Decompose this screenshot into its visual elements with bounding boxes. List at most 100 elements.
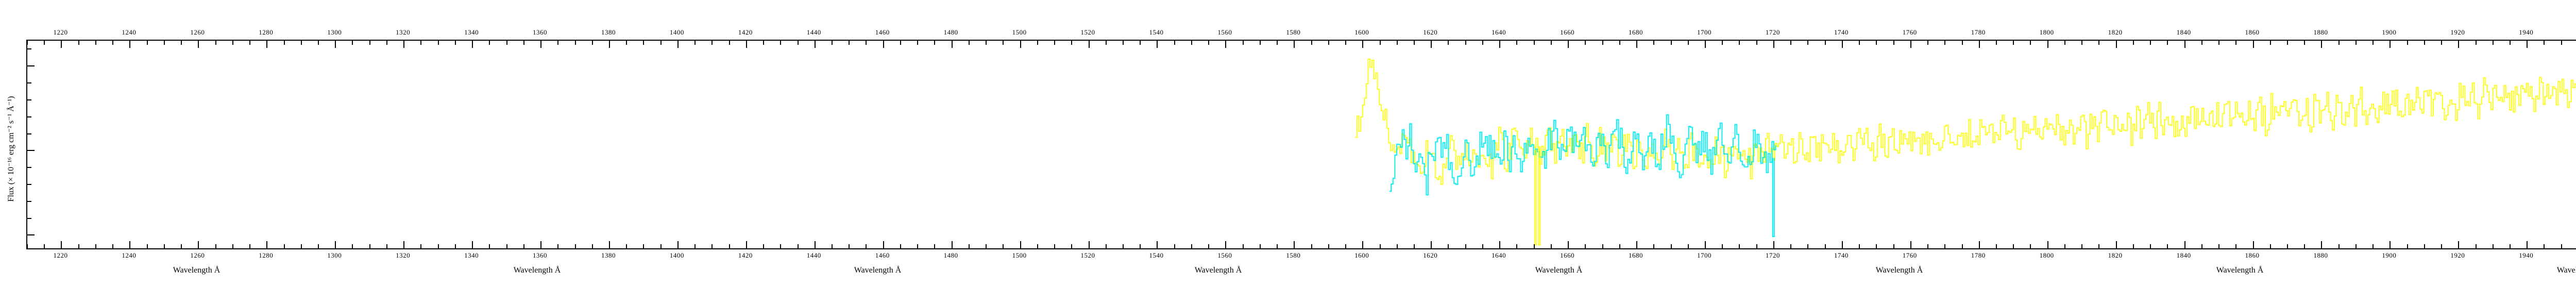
x-tick-bot-minor — [1893, 244, 1894, 248]
x-tick-top-minor — [2424, 41, 2425, 45]
x-tick-top-minor — [1619, 41, 1620, 45]
x-tick-top-minor — [866, 41, 867, 45]
x-tick-label-bot: 1480 — [943, 251, 958, 259]
x-tick-label-bot: 1460 — [875, 251, 890, 259]
x-tick-label-bot: 1720 — [1765, 251, 1780, 259]
x-tick-top-minor — [2167, 41, 2168, 45]
x-tick-top-minor — [2544, 41, 2545, 45]
x-tick-bot-minor — [44, 244, 45, 248]
x-tick-bot-major — [2389, 241, 2391, 248]
x-tick-label-bot: 1680 — [1629, 251, 1643, 259]
y-tick-left-major — [27, 234, 35, 236]
x-tick-top-minor — [1328, 41, 1329, 45]
x-tick-bot-major — [540, 241, 542, 248]
x-tick-top-minor — [1653, 41, 1655, 45]
x-tick-top-minor — [1739, 41, 1740, 45]
x-tick-bot-major — [677, 241, 679, 248]
x-tick-bot-major — [198, 241, 199, 248]
x-tick-bot-minor — [1807, 244, 1809, 248]
x-axis-title: Wavelength Å — [513, 266, 561, 275]
x-tick-top-minor — [283, 41, 285, 45]
x-tick-top-major — [1841, 41, 1843, 48]
y-tick-left-major — [27, 150, 35, 151]
x-tick-top-minor — [1944, 41, 1946, 45]
x-tick-bot-minor — [660, 244, 662, 248]
x-tick-bot-minor — [2561, 244, 2562, 248]
x-tick-top-minor — [1140, 41, 1141, 45]
x-tick-label-top: 1920 — [2450, 28, 2465, 36]
x-tick-top-minor — [300, 41, 302, 45]
x-tick-bot-minor — [2286, 244, 2288, 248]
x-tick-bot-minor — [78, 244, 79, 248]
x-tick-top-major — [1773, 41, 1774, 48]
x-tick-label-top: 1280 — [259, 28, 274, 36]
x-tick-bot-minor — [2235, 244, 2237, 248]
x-tick-top-major — [403, 41, 405, 48]
x-tick-bot-major — [61, 241, 62, 248]
y-tick-left-minor — [27, 167, 31, 168]
x-axis-title: Wavelength Å — [1875, 266, 1923, 275]
x-tick-top-minor — [146, 41, 148, 45]
x-tick-label-top: 1700 — [1697, 28, 1711, 36]
x-tick-bot-minor — [1105, 244, 1107, 248]
x-tick-bot-major — [1020, 241, 1021, 248]
x-tick-top-minor — [660, 41, 662, 45]
x-tick-bot-minor — [763, 244, 765, 248]
x-tick-top-minor — [728, 41, 730, 45]
x-tick-bot-minor — [1585, 244, 1586, 248]
x-tick-bot-minor — [2098, 244, 2100, 248]
x-tick-top-minor — [420, 41, 422, 45]
x-tick-label-top: 1400 — [669, 28, 684, 36]
x-tick-top-minor — [2304, 41, 2306, 45]
x-tick-top-major — [1636, 41, 1638, 48]
x-tick-bot-minor — [1277, 244, 1278, 248]
x-tick-top-major — [2115, 41, 2117, 48]
x-tick-top-minor — [2441, 41, 2443, 45]
x-axis-title: Wavelength Å — [173, 266, 221, 275]
x-tick-top-minor — [1807, 41, 1809, 45]
x-tick-top-minor — [2492, 41, 2494, 45]
x-tick-label-top: 1840 — [2176, 28, 2191, 36]
x-tick-bot-minor — [849, 244, 850, 248]
x-tick-top-major — [608, 41, 610, 48]
x-tick-top-major — [266, 41, 268, 48]
x-tick-top-minor — [163, 41, 165, 45]
x-tick-bot-minor — [2492, 244, 2494, 248]
x-tick-label-top: 1780 — [1971, 28, 1986, 36]
x-tick-bot-minor — [1448, 244, 1449, 248]
x-tick-top-minor — [591, 41, 593, 45]
x-tick-bot-major — [1362, 241, 1364, 248]
x-tick-top-minor — [369, 41, 370, 45]
x-tick-bot-minor — [2064, 244, 2065, 248]
x-tick-bot-minor — [1071, 244, 1073, 248]
x-tick-bot-minor — [300, 244, 302, 248]
x-tick-top-minor — [1311, 41, 1312, 45]
x-tick-bot-minor — [968, 244, 970, 248]
x-tick-label-bot: 1780 — [1971, 251, 1986, 259]
x-tick-top-minor — [386, 41, 387, 45]
x-tick-bot-minor — [1516, 244, 1518, 248]
x-tick-bot-minor — [1944, 244, 1946, 248]
x-tick-top-major — [1157, 41, 1158, 48]
x-tick-top-minor — [1003, 41, 1004, 45]
x-tick-bot-minor — [797, 244, 799, 248]
x-tick-top-minor — [44, 41, 45, 45]
x-tick-bot-major — [1704, 241, 1706, 248]
x-tick-top-minor — [2406, 41, 2408, 45]
x-tick-top-major — [540, 41, 542, 48]
x-tick-top-major — [2458, 41, 2460, 48]
x-tick-bot-minor — [780, 244, 782, 248]
x-tick-label-bot: 1320 — [396, 251, 411, 259]
x-tick-top-minor — [1379, 41, 1381, 45]
x-tick-bot-minor — [866, 244, 867, 248]
x-tick-bot-minor — [1687, 244, 1689, 248]
x-tick-bot-minor — [2167, 244, 2168, 248]
x-tick-label-top: 1380 — [601, 28, 616, 36]
y-tick-left-major — [27, 65, 35, 67]
x-tick-label-top: 1540 — [1149, 28, 1164, 36]
x-tick-bot-minor — [626, 244, 628, 248]
x-tick-bot-minor — [2372, 244, 2374, 248]
x-axis-title: Wavelength Å — [2216, 266, 2264, 275]
x-tick-top-major — [1362, 41, 1364, 48]
x-tick-bot-minor — [1037, 244, 1038, 248]
